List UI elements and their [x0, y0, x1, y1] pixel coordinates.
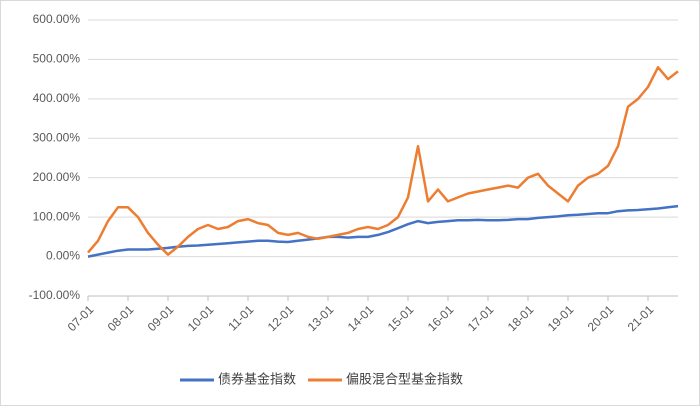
- y-tick-label: 400.00%: [33, 91, 81, 105]
- legend-label: 债券基金指数: [218, 371, 296, 386]
- y-tick-label: -100.00%: [29, 288, 81, 302]
- y-tick-label: 300.00%: [33, 130, 81, 144]
- y-tick-label: 500.00%: [33, 52, 81, 66]
- y-tick-label: 0.00%: [46, 249, 80, 263]
- y-tick-label: 200.00%: [33, 170, 81, 184]
- y-tick-label: 100.00%: [33, 209, 81, 223]
- series-line: [87, 66, 679, 256]
- y-tick-label: 600.00%: [33, 12, 81, 26]
- series-line: [87, 204, 679, 258]
- legend-label: 偏股混合型基金指数: [346, 371, 463, 386]
